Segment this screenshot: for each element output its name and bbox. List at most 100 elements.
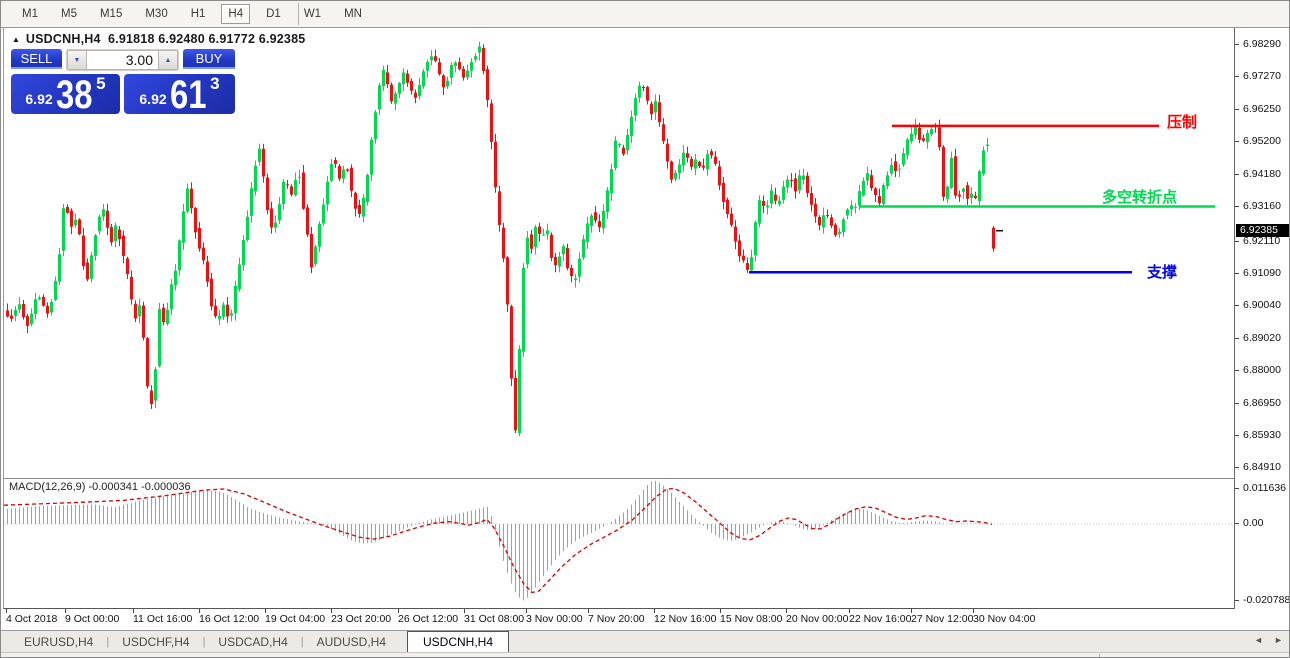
time-tick [849, 609, 850, 613]
price-axis-label: 6.84910 [1243, 461, 1281, 473]
macd-chart[interactable] [4, 479, 1233, 608]
time-axis-label: 11 Oct 16:00 [133, 613, 193, 625]
axis-tick [1235, 600, 1239, 601]
status-strip [1, 652, 1289, 657]
tab-strip: EURUSD,H4 | USDCHF,H4 | USDCAD,H4 | AUDUSD,H4 U… [11, 630, 510, 654]
buy-price-display[interactable]: 6.92 61 3 [124, 73, 235, 117]
price-chart-surface[interactable]: ▲ USDCNH,H4 6.91818 6.92480 6.91772 6.92… [3, 28, 1234, 478]
timeframe-button-mn[interactable]: MN [344, 8, 362, 20]
toolbar-separator [298, 3, 299, 25]
time-tick [6, 609, 7, 613]
macd-indicator-surface[interactable]: MACD(12,26,9) -0.000341 -0.000036 [3, 478, 1234, 609]
macd-axis-label: -0.020788 [1243, 594, 1290, 606]
status-divider [1099, 654, 1100, 657]
time-axis-label: 16 Oct 12:00 [199, 613, 260, 625]
time-tick [199, 609, 200, 613]
axis-tick [1235, 435, 1239, 436]
volume-input[interactable] [87, 50, 158, 70]
price-axis-label: 6.86950 [1243, 397, 1281, 409]
time-tick [265, 609, 266, 613]
chart-tab-bar: EURUSD,H4 | USDCHF,H4 | USDCAD,H4 | AUDUSD,H4 U… [1, 630, 1289, 654]
axis-tick [1235, 174, 1239, 175]
buy-price-prefix: 6.92 [139, 91, 167, 107]
time-tick [720, 609, 721, 613]
time-axis-label: 3 Nov 00:00 [526, 613, 583, 625]
time-tick [65, 609, 66, 613]
price-axis-label: 6.92110 [1243, 235, 1281, 247]
sell-price-display[interactable]: 6.92 38 5 [11, 73, 120, 117]
macd-label: MACD(12,26,9) -0.000341 -0.000036 [9, 481, 191, 493]
tab-separator: | [202, 636, 206, 648]
timeframe-button-h1[interactable]: H1 [190, 8, 206, 20]
time-axis[interactable]: 4 Oct 2018 9 Oct 00:00 11 Oct 16:00 16 Oct … [3, 609, 1234, 630]
sell-price-main: 38 [55, 73, 93, 117]
price-axis-label: 6.98290 [1243, 38, 1281, 50]
axis-tick [1235, 141, 1239, 142]
axis-tick [1235, 273, 1239, 274]
axis-tick [1235, 523, 1239, 524]
sell-price-prefix: 6.92 [25, 91, 53, 107]
time-tick [654, 609, 655, 613]
time-axis-label: 4 Oct 2018 [6, 613, 58, 625]
time-axis-label: 9 Oct 00:00 [65, 613, 120, 625]
time-tick [973, 609, 974, 613]
time-axis-label: 22 Nov 16:00 [849, 613, 912, 625]
time-tick [588, 609, 589, 613]
price-axis-label: 6.88000 [1243, 364, 1281, 376]
timeframe-button-m30[interactable]: M30 [145, 8, 168, 20]
time-axis-label: 31 Oct 08:00 [464, 613, 525, 625]
timeframe-button-h4[interactable]: H4 [221, 4, 251, 24]
tab-separator: | [300, 636, 304, 648]
price-axis-label: 6.97270 [1243, 70, 1281, 82]
ohlc-values: 6.91818 6.92480 6.91772 6.92385 [108, 32, 306, 46]
timeframe-bar: M1 M5 M15 M30 H1 H4 D1 W1 MN [15, 1, 369, 27]
timeframe-button-w1[interactable]: W1 [303, 8, 322, 20]
tab-scroll-left-icon[interactable]: ◄ [1254, 635, 1263, 645]
sell-price-sup: 5 [96, 74, 106, 93]
time-axis-label: 7 Nov 20:00 [588, 613, 645, 625]
time-tick [911, 609, 912, 613]
axis-tick [1235, 305, 1239, 306]
candlestick-chart[interactable] [4, 28, 1233, 477]
price-axis[interactable]: 6.92385 6.98290 6.97270 6.96250 6.95200 6.94… [1234, 28, 1290, 609]
timeframe-button-m1[interactable]: M1 [22, 8, 38, 20]
time-tick [464, 609, 465, 613]
toolbar: M1 M5 M15 M30 H1 H4 D1 W1 MN [1, 1, 1289, 28]
macd-axis-label: 0.011636 [1243, 482, 1287, 494]
timeframe-button-d1[interactable]: D1 [266, 8, 281, 20]
axis-tick [1235, 488, 1239, 489]
price-axis-label: 6.95200 [1243, 135, 1281, 147]
time-tick [331, 609, 332, 613]
chart-tab-usdcad[interactable]: USDCAD,H4 [218, 635, 288, 649]
volume-decrease-button[interactable]: ▼ [67, 50, 87, 70]
volume-stepper: ▼ ▲ [66, 49, 179, 71]
price-axis-label: 6.89020 [1243, 332, 1281, 344]
timeframe-button-m5[interactable]: M5 [60, 8, 77, 20]
time-axis-label: 15 Nov 08:00 [720, 613, 783, 625]
buy-price-main: 61 [169, 73, 207, 117]
price-axis-label: 6.93160 [1243, 200, 1281, 212]
time-axis-label: 23 Oct 20:00 [331, 613, 392, 625]
time-axis-label: 19 Oct 04:00 [265, 613, 326, 625]
symbol-label: USDCNH,H4 [25, 32, 101, 46]
chart-tab-eurusd[interactable]: EURUSD,H4 [24, 635, 94, 649]
axis-tick [1235, 109, 1239, 110]
time-axis-label: 12 Nov 16:00 [654, 613, 717, 625]
axis-tick [1235, 206, 1239, 207]
pivot-annotation: 多空转折点 [1102, 188, 1178, 206]
timeframe-button-m15[interactable]: M15 [99, 8, 123, 20]
volume-increase-button[interactable]: ▲ [158, 50, 178, 70]
panel-collapse-icon[interactable]: ▲ [12, 34, 20, 44]
sell-button[interactable]: SELL [11, 49, 62, 69]
buy-button[interactable]: BUY [183, 49, 235, 69]
chart-title: USDCNH,H4 6.91818 6.92480 6.91772 6.9238… [26, 32, 305, 46]
axis-tick [1235, 241, 1239, 242]
price-axis-label: 6.91090 [1243, 267, 1281, 279]
chart-tab-usdcnh-active[interactable]: USDCNH,H4 [407, 630, 510, 654]
tab-scroll-right-icon[interactable]: ► [1274, 635, 1283, 645]
chart-tab-usdchf[interactable]: USDCHF,H4 [122, 635, 190, 649]
chart-tab-audusd[interactable]: AUDUSD,H4 [316, 635, 386, 649]
axis-tick [1235, 370, 1239, 371]
